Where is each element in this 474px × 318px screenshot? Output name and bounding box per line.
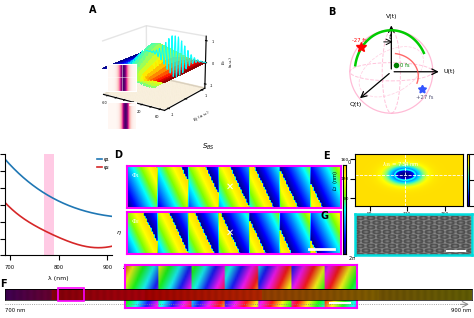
Text: +27 fs: +27 fs <box>416 95 433 100</box>
φ₂ <box>107 245 113 249</box>
X-axis label: t (fs): t (fs) <box>115 118 128 126</box>
Text: $\Phi$ (rad): $\Phi$ (rad) <box>336 266 353 273</box>
Text: A: A <box>89 5 97 15</box>
Y-axis label: $L_2$ (nm): $L_2$ (nm) <box>330 169 339 190</box>
Text: 900 nm: 900 nm <box>451 308 472 314</box>
Text: $\lambda_{35}$ = 734 nm: $\lambda_{35}$ = 734 nm <box>383 161 420 169</box>
φ₂ <box>60 237 66 241</box>
Text: 0: 0 <box>348 160 351 165</box>
Text: -27 fs: -27 fs <box>352 38 367 43</box>
Line: φ₂: φ₂ <box>5 202 112 248</box>
φ₁ <box>107 214 113 218</box>
Text: 700 nm: 700 nm <box>5 308 25 314</box>
φ₂ <box>53 234 59 238</box>
φ₁ <box>66 204 72 207</box>
Legend: φ₁, φ₂: φ₁, φ₂ <box>97 157 109 170</box>
Text: ✕: ✕ <box>226 182 234 192</box>
Text: Q(t): Q(t) <box>349 102 362 107</box>
Text: F: F <box>0 279 7 289</box>
φ₂ <box>66 239 72 243</box>
Y-axis label: $E_y$ (a.u.): $E_y$ (a.u.) <box>191 108 212 125</box>
φ₂ <box>54 234 59 238</box>
Text: U(t): U(t) <box>444 69 456 74</box>
φ₂ <box>2 200 8 204</box>
φ₂ <box>96 246 101 250</box>
φ₁ <box>60 201 66 205</box>
φ₁ <box>109 215 115 218</box>
X-axis label: $L_1$ (nm): $L_1$ (nm) <box>399 217 420 226</box>
Text: $t$: $t$ <box>388 31 393 41</box>
Text: $S_{BS}$: $S_{BS}$ <box>202 141 215 151</box>
Bar <box>44 154 54 255</box>
Text: B: B <box>328 7 336 17</box>
Text: $\Phi_2$: $\Phi_2$ <box>131 217 140 226</box>
X-axis label: λ (nm): λ (nm) <box>48 276 69 280</box>
Text: 0 fs: 0 fs <box>400 63 410 68</box>
Text: ✕: ✕ <box>226 228 234 238</box>
φ₂ <box>109 244 115 248</box>
Text: $\Phi_1$: $\Phi_1$ <box>131 171 141 180</box>
Text: G: G <box>320 211 328 221</box>
Text: V(t): V(t) <box>385 14 397 19</box>
Text: $z\odot\!\!\rightarrow\xi$: $z\odot\!\!\rightarrow\xi$ <box>121 263 140 272</box>
Line: φ₁: φ₁ <box>5 159 112 217</box>
φ₁ <box>2 157 8 161</box>
Bar <box>58 288 84 301</box>
φ₁ <box>54 198 59 202</box>
φ₂ <box>90 245 96 249</box>
Text: $\eta$: $\eta$ <box>116 229 121 237</box>
Text: E: E <box>323 151 330 161</box>
Text: D: D <box>114 150 122 160</box>
φ₁ <box>53 198 59 202</box>
φ₁ <box>90 211 96 215</box>
Text: $2\pi$: $2\pi$ <box>348 253 356 261</box>
